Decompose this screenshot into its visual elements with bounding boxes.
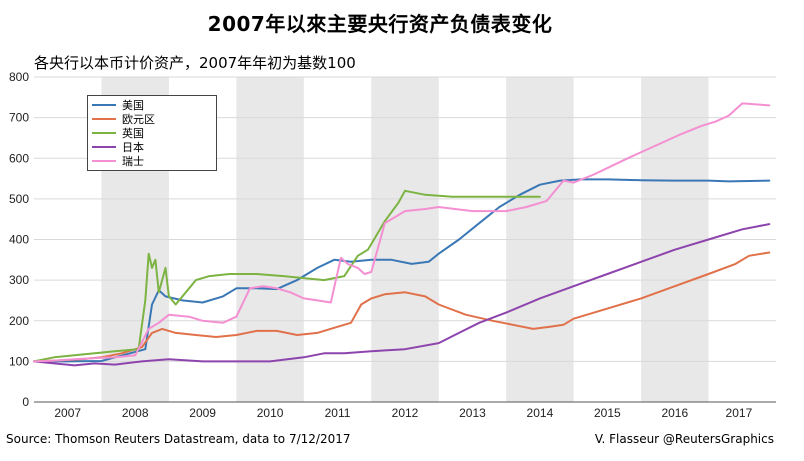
legend-entry: 日本 <box>92 140 212 154</box>
y-tick-label: 100 <box>9 354 29 368</box>
legend-entry: 欧元区 <box>92 112 212 126</box>
legend-swatch <box>92 146 116 148</box>
y-tick-label: 200 <box>9 314 29 328</box>
x-tick-label: 2016 <box>661 406 688 420</box>
legend-label: 欧元区 <box>122 113 155 126</box>
legend-swatch <box>92 118 116 120</box>
y-tick-label: 0 <box>22 395 29 409</box>
series-line-2 <box>33 189 541 363</box>
y-tick-label: 500 <box>9 192 29 206</box>
x-tick-label: 2013 <box>459 406 486 420</box>
legend-label: 瑞士 <box>122 155 144 168</box>
y-tick-label: 400 <box>9 233 29 247</box>
series-line-3 <box>33 223 771 367</box>
chart-subtitle: 各央行以本币计价资产，2007年年初为基数100 <box>34 54 356 72</box>
series-line-0 <box>33 178 771 363</box>
legend-swatch <box>92 104 116 106</box>
y-tick-label: 700 <box>9 111 29 125</box>
series-line-4 <box>33 102 771 363</box>
legend: 美国 欧元区 英国 日本 瑞士 <box>87 95 217 171</box>
legend-label: 日本 <box>122 141 144 154</box>
x-tick-label: 2014 <box>527 406 554 420</box>
chart-title: 2007年以來主要央行资产负债表变化 <box>207 12 553 36</box>
y-tick-label: 600 <box>9 151 29 165</box>
y-tick-label: 800 <box>9 70 29 84</box>
credit-note: V. Flasseur @ReutersGraphics <box>594 432 774 446</box>
x-tick-label: 2012 <box>392 406 419 420</box>
legend-entry: 瑞士 <box>92 154 212 168</box>
x-tick-label: 2009 <box>189 406 216 420</box>
legend-swatch <box>92 132 116 134</box>
x-tick-label: 2011 <box>325 406 351 420</box>
legend-swatch <box>92 160 116 162</box>
legend-label: 美国 <box>122 99 144 112</box>
y-tick-label: 300 <box>9 273 29 287</box>
legend-label: 英国 <box>122 127 144 140</box>
series-line-1 <box>33 251 771 363</box>
x-tick-label: 2007 <box>54 406 81 420</box>
x-tick-label: 2017 <box>726 406 753 420</box>
x-tick-label: 2015 <box>594 406 621 420</box>
source-note: Source: Thomson Reuters Datastream, data… <box>6 432 351 446</box>
legend-entry: 英国 <box>92 126 212 140</box>
legend-entry: 美国 <box>92 98 212 112</box>
x-tick-label: 2008 <box>122 406 149 420</box>
x-tick-label: 2010 <box>257 406 284 420</box>
